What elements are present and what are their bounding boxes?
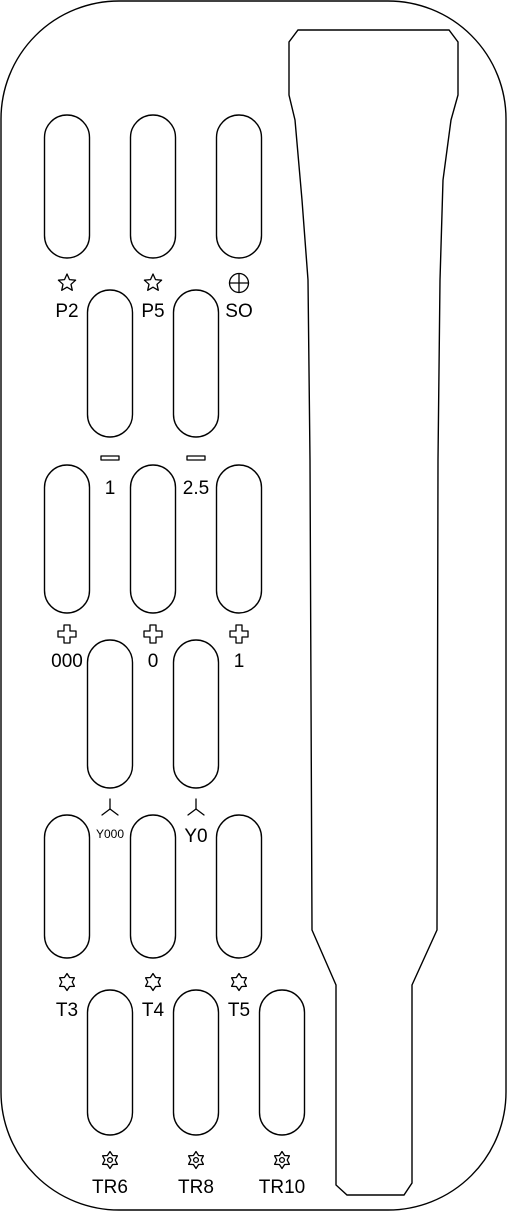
slot-label: TR6 bbox=[92, 1177, 128, 1198]
flat-blade-icon bbox=[100, 455, 120, 461]
bit-slot: 1 bbox=[86, 289, 134, 499]
bit-slot: TR10 bbox=[258, 989, 306, 1198]
torx-security-icon bbox=[187, 1150, 205, 1170]
slot-outline bbox=[86, 289, 134, 438]
bit-slot: P5 bbox=[129, 114, 177, 322]
slot-label: Y0 bbox=[184, 826, 207, 847]
bit-slot: 0 bbox=[129, 464, 177, 672]
slot-label: SO bbox=[225, 301, 252, 322]
torx-security-icon bbox=[101, 1150, 119, 1170]
bit-slot: P2 bbox=[43, 114, 91, 322]
slot-label: TR10 bbox=[259, 1177, 305, 1198]
bit-slot: T4 bbox=[129, 814, 177, 1021]
bit-slot: Y000 bbox=[86, 639, 134, 841]
driver-handle-cutout bbox=[288, 29, 459, 1196]
torx-icon bbox=[58, 972, 76, 992]
slot-label: P2 bbox=[55, 301, 78, 322]
slot-outline bbox=[86, 989, 134, 1136]
phillips-icon bbox=[57, 624, 77, 644]
slot-outline bbox=[43, 814, 91, 959]
slot-label: 1 bbox=[234, 651, 245, 672]
slot-label: 000 bbox=[51, 651, 83, 672]
bit-slot: TR6 bbox=[86, 989, 134, 1198]
phillips-icon bbox=[229, 624, 249, 644]
slot-outline bbox=[215, 464, 263, 614]
slot-label: Y000 bbox=[96, 827, 124, 841]
bit-slot: TR8 bbox=[172, 989, 220, 1198]
slot-outline bbox=[86, 639, 134, 789]
pentalobe-icon bbox=[143, 273, 163, 291]
slot-outline bbox=[172, 289, 220, 438]
slot-outline bbox=[258, 989, 306, 1136]
tri-wing-icon bbox=[101, 798, 119, 816]
slot-label: P5 bbox=[141, 301, 164, 322]
slot-label: 2.5 bbox=[183, 478, 209, 499]
slot-outline bbox=[129, 114, 177, 259]
slot-outline bbox=[129, 464, 177, 614]
slot-label: T5 bbox=[228, 1000, 250, 1021]
slot-label: T4 bbox=[142, 1000, 165, 1021]
bit-slot: 2.5 bbox=[172, 289, 220, 499]
slot-label: 0 bbox=[148, 651, 159, 672]
slot-outline bbox=[215, 814, 263, 959]
slot-outline bbox=[215, 114, 263, 259]
pentalobe-icon bbox=[57, 273, 77, 291]
phillips-icon bbox=[143, 624, 163, 644]
bit-slot: T3 bbox=[43, 814, 91, 1021]
bit-slot: 000 bbox=[43, 464, 91, 672]
cross-circle-icon bbox=[228, 272, 250, 294]
bit-slot: 1 bbox=[215, 464, 263, 672]
slot-outline bbox=[172, 989, 220, 1136]
torx-security-icon bbox=[273, 1150, 291, 1170]
slot-label: TR8 bbox=[178, 1177, 214, 1198]
torx-icon bbox=[144, 972, 162, 992]
slot-outline bbox=[43, 464, 91, 614]
bit-slot: Y0 bbox=[172, 639, 220, 847]
slot-label: T3 bbox=[56, 1000, 78, 1021]
bit-slot: SO bbox=[215, 114, 263, 322]
torx-icon bbox=[230, 972, 248, 992]
flat-blade-icon bbox=[186, 455, 206, 461]
slot-outline bbox=[172, 639, 220, 789]
slot-outline bbox=[43, 114, 91, 259]
slot-label: 1 bbox=[105, 478, 116, 499]
slot-outline bbox=[129, 814, 177, 959]
bit-slot: T5 bbox=[215, 814, 263, 1021]
tri-wing-icon bbox=[187, 798, 205, 816]
